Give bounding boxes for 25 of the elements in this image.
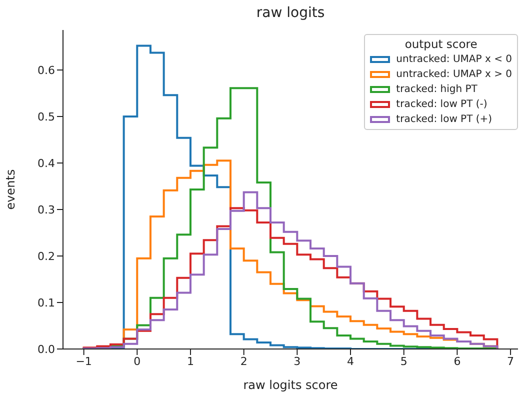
y-tick-label: 0.2 (38, 250, 55, 263)
x-tick-label: 0 (134, 354, 141, 368)
legend-label: tracked: low PT (+) (396, 114, 492, 125)
y-tick-label: 0.4 (38, 156, 55, 170)
legend-label: tracked: high PT (396, 84, 478, 95)
legend-label: tracked: low PT (-) (396, 99, 488, 110)
x-tick-label: −1 (76, 354, 92, 368)
x-tick-label: 4 (347, 354, 354, 368)
legend-title: output score (404, 37, 478, 51)
x-tick-label: 6 (454, 354, 461, 368)
x-axis-title: raw logits score (243, 378, 338, 392)
legend-label: untracked: UMAP x < 0 (396, 54, 512, 65)
x-tick-label: 3 (294, 354, 301, 368)
chart-title: raw logits (255, 5, 326, 21)
y-tick-label: 0.0 (38, 342, 55, 356)
y-tick-label: 0.1 (38, 296, 55, 310)
y-tick-label: 0.6 (38, 64, 55, 77)
y-tick-label: 0.3 (38, 203, 55, 216)
y-axis-title: events (3, 169, 18, 210)
x-tick-label: 5 (400, 354, 408, 368)
x-tick-label: 7 (507, 354, 514, 368)
y-tick-label: 0.5 (38, 110, 55, 124)
legend-label: untracked: UMAP x > 0 (396, 69, 512, 80)
x-tick-label: 2 (240, 354, 248, 368)
x-tick-label: 1 (186, 354, 194, 368)
